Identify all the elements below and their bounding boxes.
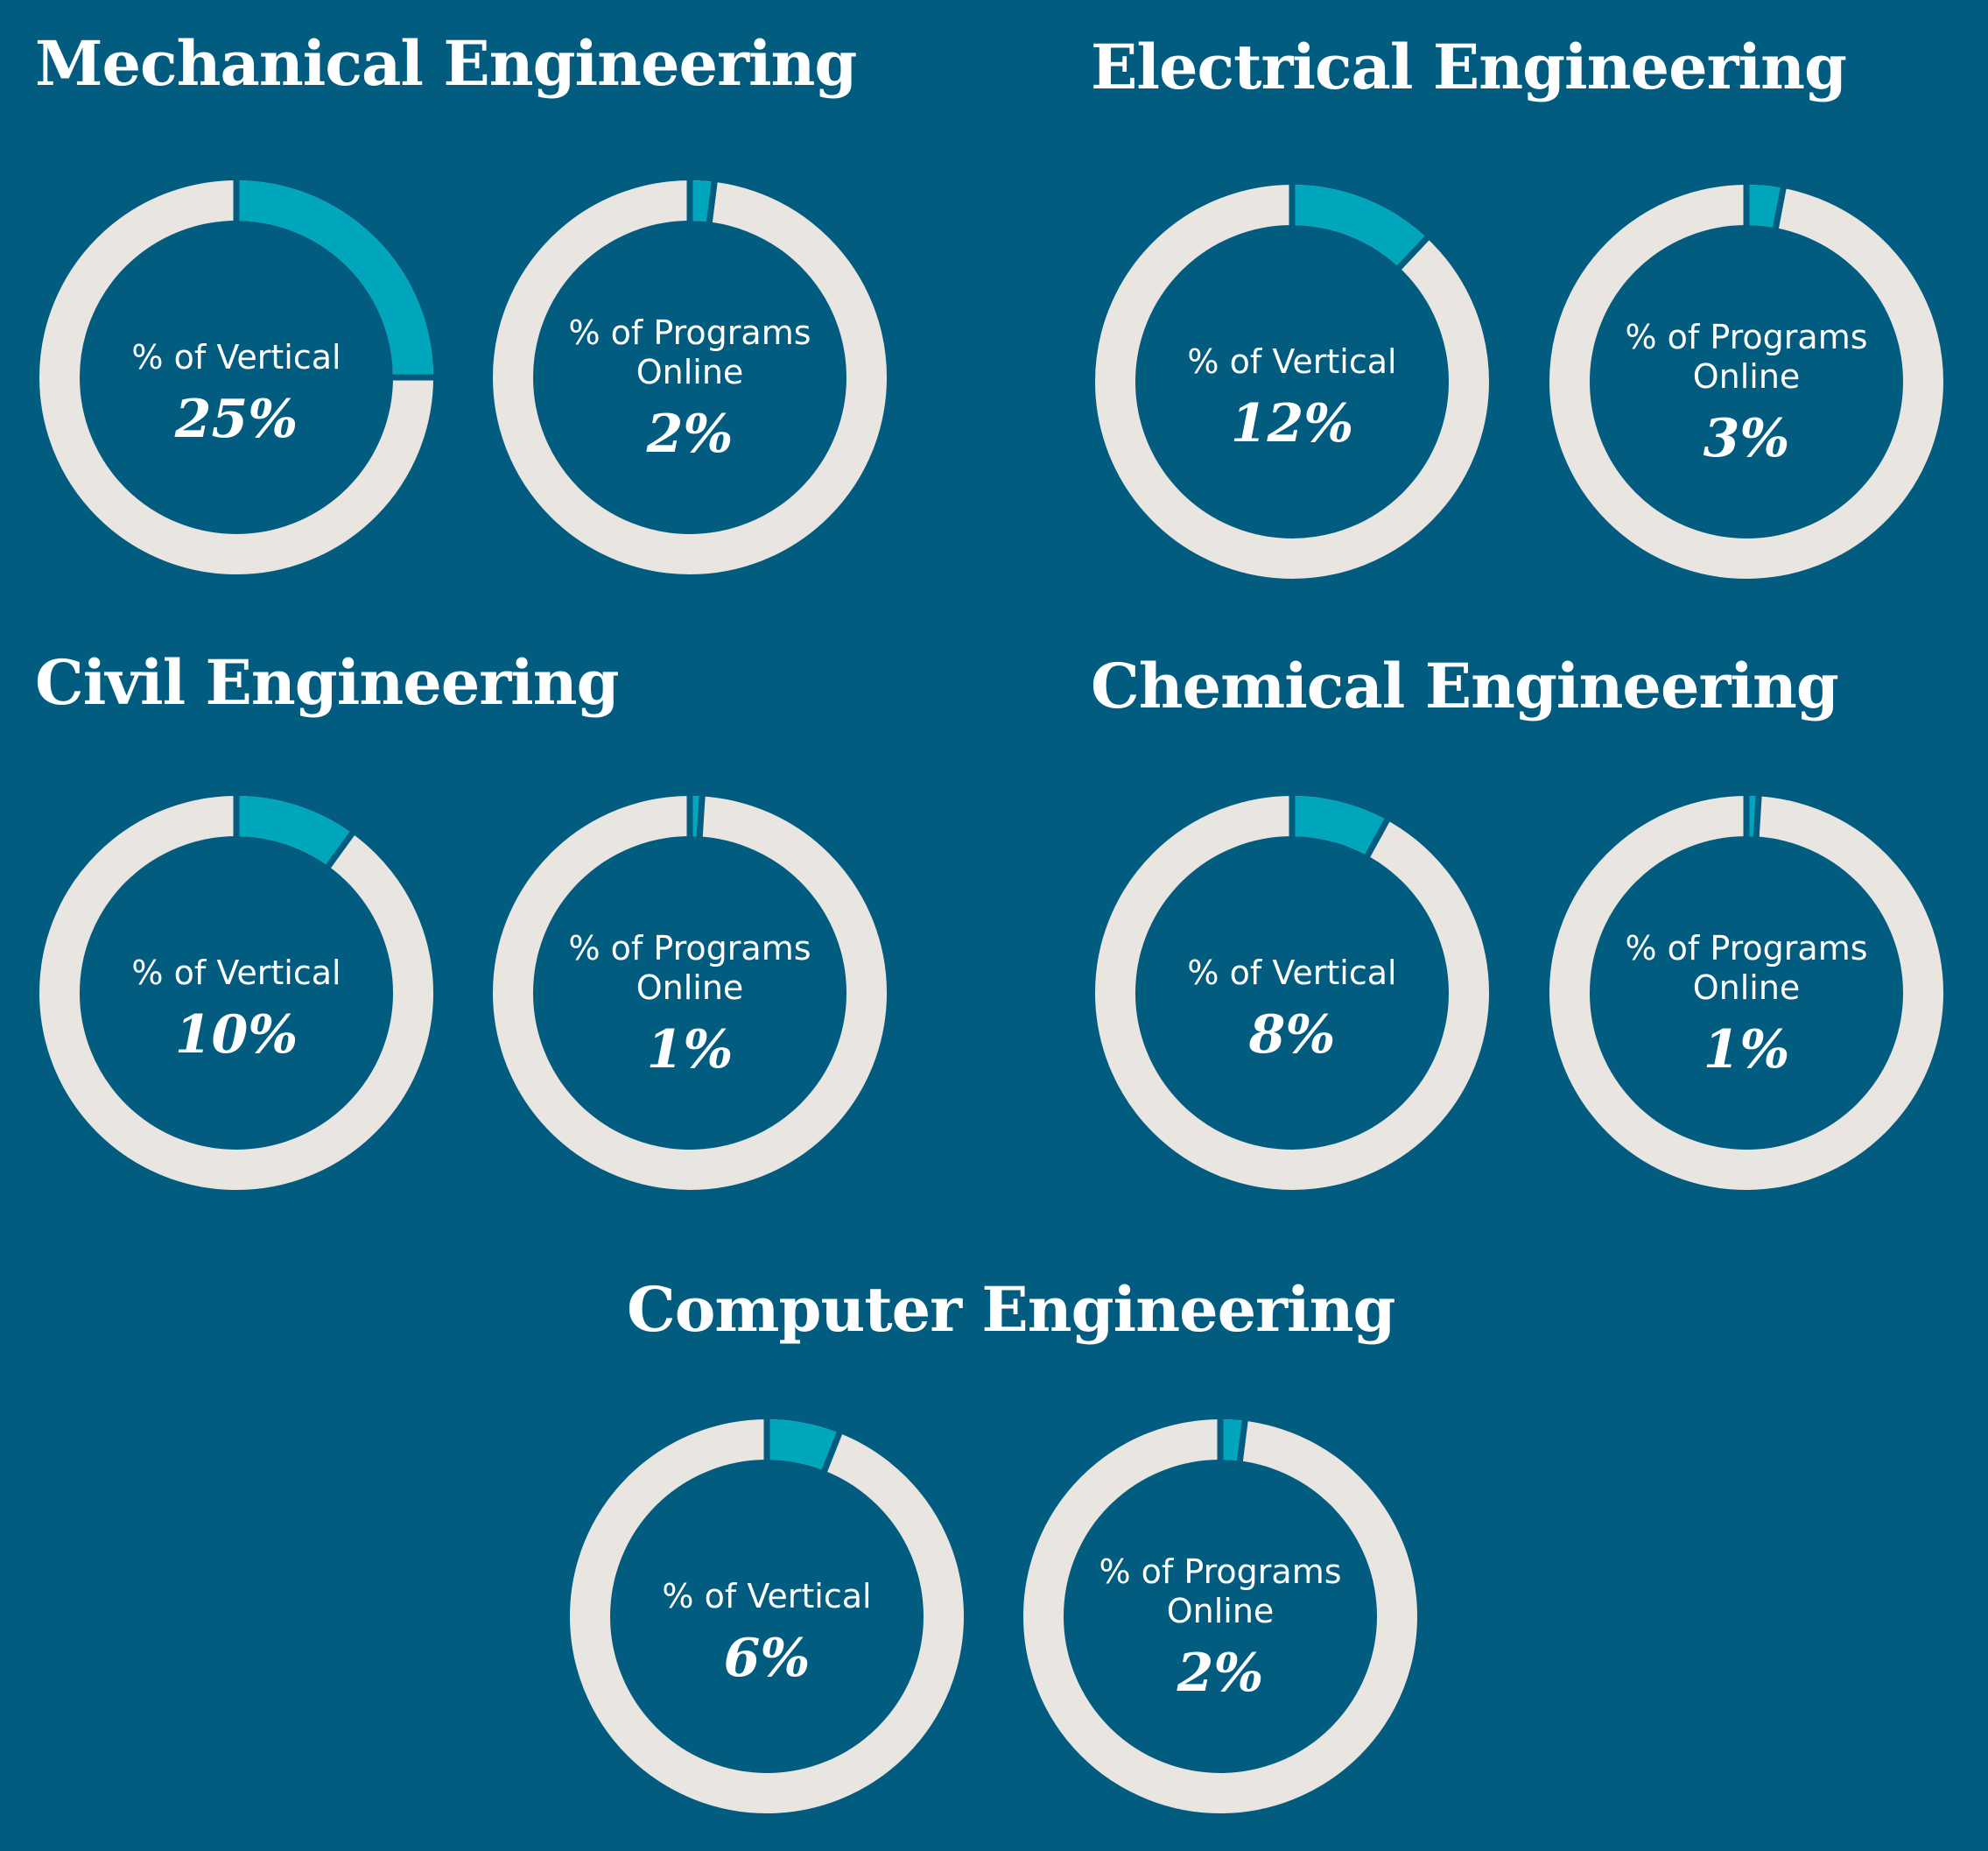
donut-value: 10%: [175, 1004, 299, 1066]
donut-label: % of Vertical: [662, 1577, 871, 1615]
donut-value: 2%: [1177, 1643, 1264, 1704]
slice-end-separator: [1753, 794, 1762, 839]
slice-end-separator: [1395, 235, 1430, 271]
slice-end-separator: [1236, 1418, 1248, 1463]
donut-value: 1%: [647, 1019, 734, 1080]
donut-value: 2%: [646, 404, 734, 465]
donut-value: 25%: [174, 389, 299, 450]
donut-computer-vertical: % of Vertical 6%: [570, 1418, 964, 1813]
donut-label: Online: [1693, 357, 1801, 396]
donut-label: Online: [1693, 968, 1801, 1007]
donut-track: [1095, 796, 1489, 1190]
donut-track: [570, 1419, 964, 1813]
section-title-civil: Civil Engineering: [35, 646, 620, 719]
donut-label: % of Programs: [1625, 318, 1867, 356]
section-title-electrical: Electrical Engineering: [1091, 31, 1847, 103]
slice-end-separator: [325, 830, 356, 869]
donut-track: [1095, 185, 1489, 579]
slice-end-separator: [1364, 817, 1391, 859]
section-title-mechanical: Mechanical Engineering: [35, 27, 857, 100]
donut-electrical-vertical: % of Vertical 12%: [1095, 183, 1489, 579]
donut-label: % of Programs: [1099, 1552, 1341, 1591]
donut-chemical-vertical: % of Vertical 8%: [1095, 794, 1489, 1190]
donut-label: % of Programs: [1625, 929, 1867, 968]
donut-value: 1%: [1703, 1019, 1790, 1080]
donut-label: Online: [1167, 1592, 1275, 1630]
section-title-computer: Computer Engineering: [627, 1273, 1395, 1346]
donut-track: [39, 796, 433, 1190]
donut-label: Online: [636, 968, 744, 1007]
donut-value: 6%: [724, 1628, 811, 1689]
donut-value: 3%: [1703, 408, 1790, 469]
slice-end-separator: [696, 794, 706, 839]
donut-label: % of Programs: [568, 313, 811, 352]
donut-civil-vertical: % of Vertical 10%: [39, 794, 433, 1190]
donut-label: % of Vertical: [1187, 342, 1396, 381]
donut-label: % of Vertical: [131, 954, 341, 992]
donut-label: % of Programs: [568, 929, 811, 968]
donut-value: 8%: [1248, 1004, 1336, 1066]
donut-label: Online: [636, 353, 744, 391]
slice-end-separator: [1772, 186, 1787, 230]
section-title-chemical: Chemical Engineering: [1091, 650, 1839, 722]
slice-end-separator: [820, 1430, 843, 1474]
donut-value: 12%: [1231, 393, 1354, 454]
donut-mechanical-vertical: % of Vertical 25%: [39, 179, 435, 574]
donut-label: % of Vertical: [131, 338, 341, 377]
donut-label: % of Vertical: [1187, 954, 1396, 992]
slice-end-separator: [706, 179, 718, 224]
